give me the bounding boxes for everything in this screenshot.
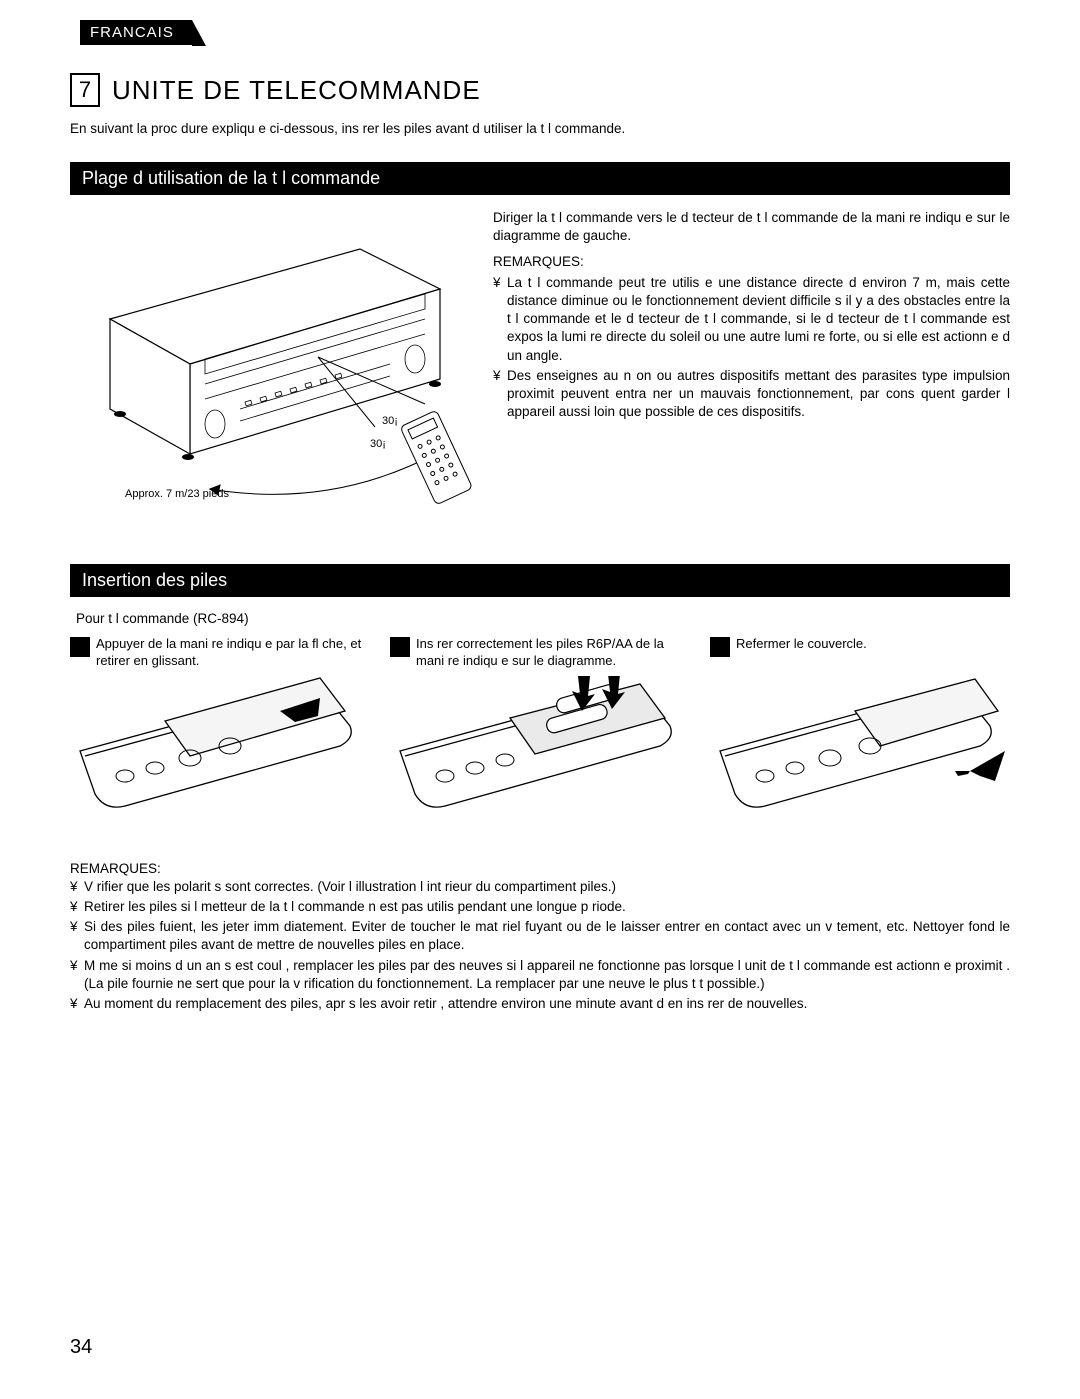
range-bullet-1: La t l commande peut tre utilis e une di… — [493, 274, 1010, 365]
insert-heading: Insertion des piles — [70, 564, 1010, 597]
step-2-text: Ins rer correctement les piles R6P/AA de… — [416, 636, 690, 670]
language-tab: FRANCAIS — [80, 20, 192, 45]
step-row: Appuyer de la mani re indiqu e par la fl… — [70, 636, 1010, 670]
note-1: V rifier que les polarit s sont correcte… — [70, 878, 1010, 896]
notes-list: V rifier que les polarit s sont correcte… — [70, 878, 1010, 1014]
remote-diagram-2 — [390, 676, 690, 831]
range-para1: Diriger la t l commande vers le d tecteu… — [493, 209, 1010, 245]
step-3: Refermer le couvercle. — [710, 636, 1010, 670]
receiver-illustration: 30¡ 30¡ Approx. 7 m/23 pieds — [70, 209, 475, 519]
remote-illustrations — [70, 676, 1010, 831]
distance-label: Approx. 7 m/23 pieds — [125, 488, 229, 500]
range-bullet-2: Des enseignes au n on ou autres disposit… — [493, 367, 1010, 422]
remote-diagram-3 — [710, 676, 1010, 831]
step-1-text: Appuyer de la mani re indiqu e par la fl… — [96, 636, 370, 670]
range-heading: Plage d utilisation de la t l commande — [70, 162, 1010, 195]
section-title-row: 7 UNITE DE TELECOMMANDE — [70, 73, 1010, 107]
step-2: Ins rer correctement les piles R6P/AA de… — [390, 636, 690, 670]
range-bullets: La t l commande peut tre utilis e une di… — [493, 274, 1010, 422]
note-5: Au moment du remplacement des piles, apr… — [70, 995, 1010, 1013]
note-4: M me si moins d un an s est coul , rempl… — [70, 957, 1010, 993]
receiver-diagram: 30¡ 30¡ Approx. 7 m/23 pieds — [70, 209, 475, 524]
notes-block: REMARQUES: V rifier que les polarit s so… — [70, 861, 1010, 1014]
section-title: UNITE DE TELECOMMANDE — [112, 75, 481, 106]
intro-text: En suivant la proc dure expliqu e ci-des… — [70, 121, 1010, 136]
remote-diagram-1 — [70, 676, 370, 831]
page-number: 34 — [70, 1336, 92, 1359]
insert-section: Insertion des piles Pour t l commande (R… — [70, 564, 1010, 1013]
remarques-label-2: REMARQUES: — [70, 861, 1010, 876]
angle-label-1: 30¡ — [382, 415, 398, 427]
remarques-label-1: REMARQUES: — [493, 253, 1010, 271]
step-3-text: Refermer le couvercle. — [736, 636, 867, 670]
range-text-block: Diriger la t l commande vers le d tecteu… — [493, 209, 1010, 524]
step-2-badge — [390, 637, 410, 657]
step-1: Appuyer de la mani re indiqu e par la fl… — [70, 636, 370, 670]
insert-sublabel: Pour t l commande (RC-894) — [76, 611, 1010, 626]
section-number-box: 7 — [70, 73, 100, 107]
step-1-badge — [70, 637, 90, 657]
note-2: Retirer les piles si l metteur de la t l… — [70, 898, 1010, 916]
note-3: Si des piles fuient, les jeter imm diate… — [70, 918, 1010, 954]
step-3-badge — [710, 637, 730, 657]
angle-label-2: 30¡ — [370, 438, 386, 450]
range-content: 30¡ 30¡ Approx. 7 m/23 pieds Diriger la … — [70, 209, 1010, 524]
